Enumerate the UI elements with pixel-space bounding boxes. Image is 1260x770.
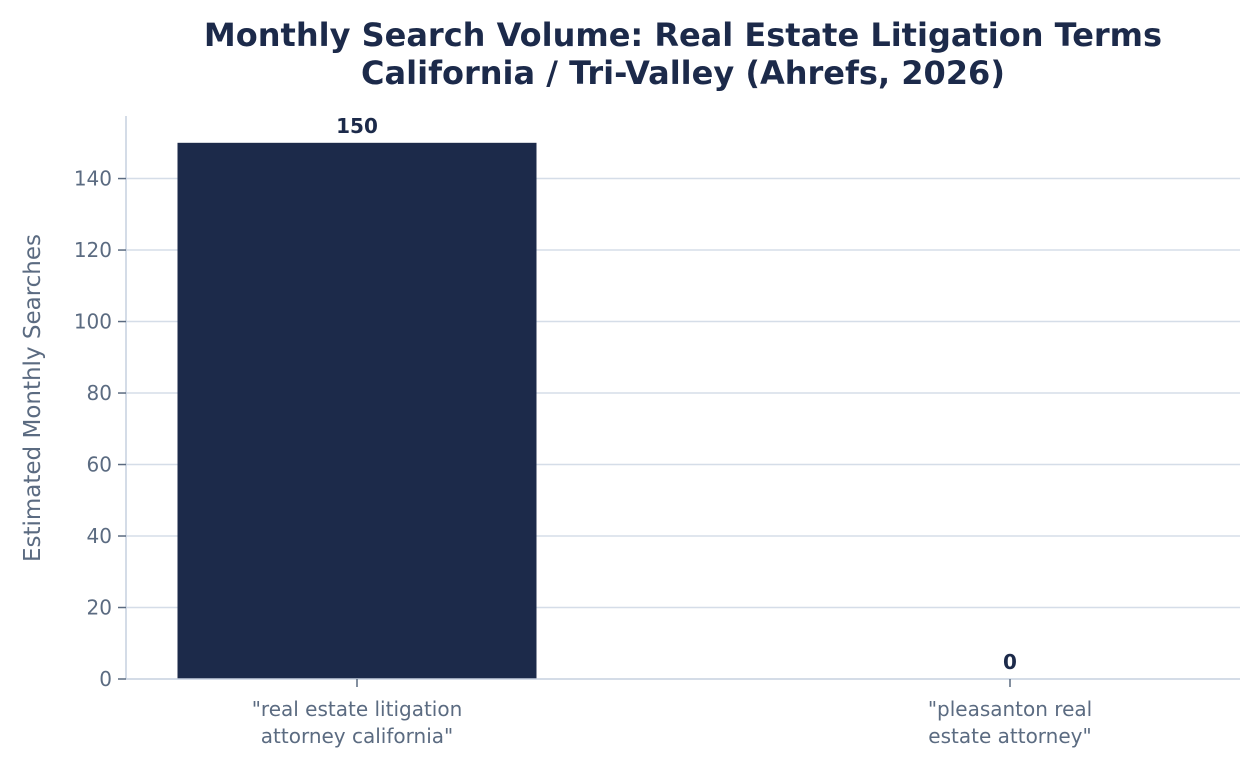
x-tick-label-line: estate attorney" (928, 724, 1092, 748)
x-tick-label-line: "real estate litigation (251, 697, 463, 721)
y-tick-label: 100 (74, 310, 112, 334)
y-tick-label: 140 (74, 167, 112, 191)
x-tick-label-pleasanton-real-estate: "pleasanton real estate attorney" (810, 696, 1210, 750)
y-tick-label: 40 (87, 524, 112, 548)
y-tick-label: 0 (99, 667, 112, 691)
chart-title-line-2: California / Tri-Valley (Ahrefs, 2026) (361, 54, 1005, 92)
y-tick-label: 120 (74, 238, 112, 262)
bar (177, 142, 537, 680)
chart-title-line-1: Monthly Search Volume: Real Estate Litig… (203, 16, 1163, 54)
bar-value-label: 150 (336, 114, 378, 138)
x-tick-label-line: "pleasanton real (927, 697, 1093, 721)
y-tick-label: 60 (87, 453, 112, 477)
x-tick-label-real-estate-litigation: "real estate litigation attorney califor… (157, 696, 557, 750)
x-tick-label-line: attorney california" (260, 724, 454, 748)
y-tick-label: 20 (87, 596, 112, 620)
bar-value-label: 0 (1003, 650, 1017, 674)
y-tick-label: 80 (87, 381, 112, 405)
